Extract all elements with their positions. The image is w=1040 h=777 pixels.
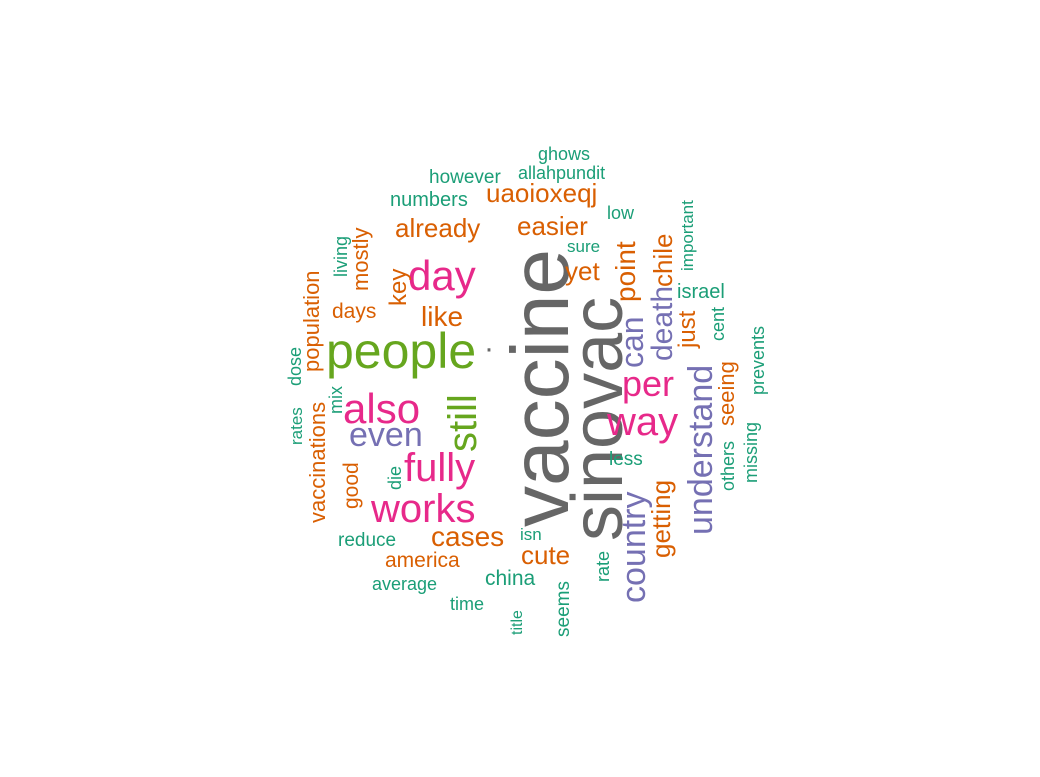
word-per: per bbox=[622, 363, 675, 404]
word-allahpundit: allahpundit bbox=[518, 163, 606, 183]
word-living: living bbox=[331, 235, 351, 277]
word-days: days bbox=[332, 300, 377, 323]
word-die: die bbox=[385, 465, 405, 490]
word-missing: missing bbox=[741, 421, 761, 483]
word-mix: mix bbox=[326, 386, 346, 414]
word-getting: getting bbox=[646, 479, 676, 558]
word-still: still bbox=[441, 394, 485, 452]
word-understand: understand bbox=[682, 364, 720, 535]
word-key: key bbox=[385, 268, 412, 306]
word-cent: cent bbox=[708, 306, 728, 341]
word-low: low bbox=[607, 203, 635, 223]
word-good: good bbox=[340, 462, 363, 509]
word-people: people bbox=[326, 323, 477, 379]
word-mostly: mostly bbox=[348, 227, 373, 291]
word-ghows: ghows bbox=[538, 144, 591, 164]
word-average: average bbox=[372, 574, 438, 594]
word-day: day bbox=[408, 252, 476, 299]
word-uaoioxeqj: uaoioxeqj bbox=[486, 178, 598, 208]
word-cute: cute bbox=[521, 540, 571, 570]
word-yet: yet bbox=[565, 256, 600, 286]
word-dot: · bbox=[484, 332, 494, 365]
word-fully: fully bbox=[404, 446, 476, 490]
word-way: way bbox=[607, 400, 679, 444]
word-israel: israel bbox=[677, 281, 725, 303]
word-others: others bbox=[718, 440, 738, 491]
word-sure: sure bbox=[567, 237, 601, 256]
word-reduce: reduce bbox=[338, 530, 397, 551]
word-rates: rates bbox=[287, 407, 306, 445]
word-cases: cases bbox=[431, 521, 505, 552]
word-dose: dose bbox=[285, 346, 305, 386]
word-title: title bbox=[509, 610, 526, 635]
word-america: america bbox=[385, 549, 460, 572]
word-chile: chile bbox=[648, 233, 678, 287]
word-already: already bbox=[395, 213, 481, 243]
word-numbers: numbers bbox=[390, 189, 468, 211]
word-seeing: seeing bbox=[714, 361, 739, 426]
word-time: time bbox=[450, 594, 485, 614]
word-china: china bbox=[485, 567, 536, 590]
word-important: important bbox=[678, 200, 697, 271]
word-also: also bbox=[343, 385, 421, 432]
word-seems: seems bbox=[553, 581, 574, 637]
word-can: can bbox=[614, 316, 650, 368]
word-just: just bbox=[674, 310, 701, 348]
word-easier: easier bbox=[517, 211, 588, 241]
word-like: like bbox=[421, 301, 464, 332]
word-works: works bbox=[371, 487, 476, 531]
word-rate: rate bbox=[593, 550, 613, 582]
word-isn: isn bbox=[520, 525, 542, 544]
word-less: less bbox=[609, 449, 643, 470]
word-even: even bbox=[349, 416, 423, 454]
word-point: point bbox=[610, 241, 641, 302]
word-however: however bbox=[429, 167, 501, 188]
word-vaccinations: vaccinations bbox=[305, 401, 330, 523]
word-prevents: prevents bbox=[748, 325, 768, 395]
